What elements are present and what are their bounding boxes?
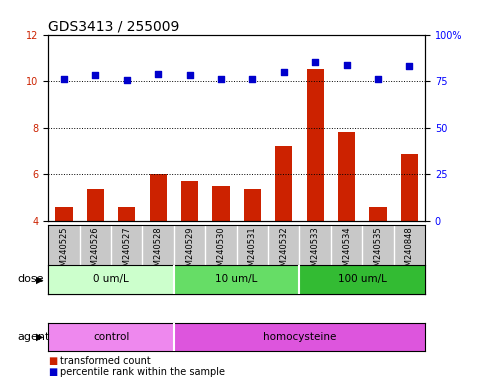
Text: GSM240529: GSM240529 [185, 227, 194, 277]
Text: GSM240526: GSM240526 [91, 227, 100, 277]
Text: GSM240527: GSM240527 [122, 227, 131, 277]
Point [123, 77, 130, 83]
Text: 0 um/L: 0 um/L [93, 274, 129, 285]
Bar [338, 132, 355, 314]
Point [280, 69, 288, 75]
Text: ▶: ▶ [36, 332, 44, 342]
Text: homocysteine: homocysteine [263, 332, 336, 342]
Bar [118, 207, 135, 314]
Bar [87, 189, 104, 314]
Point [312, 60, 319, 66]
Text: transformed count: transformed count [60, 356, 151, 366]
Text: agent: agent [17, 332, 49, 342]
Text: ▶: ▶ [36, 274, 44, 285]
Text: GSM240848: GSM240848 [405, 227, 414, 278]
Point [186, 71, 194, 78]
Bar [299, 265, 425, 294]
Text: 10 um/L: 10 um/L [215, 274, 258, 285]
Bar [181, 181, 198, 314]
Bar [244, 189, 261, 314]
Point [92, 72, 99, 78]
Bar [174, 265, 299, 294]
Text: GSM240528: GSM240528 [154, 227, 163, 277]
Text: GDS3413 / 255009: GDS3413 / 255009 [48, 20, 180, 33]
Bar [48, 265, 174, 294]
Text: dose: dose [17, 274, 43, 285]
Text: GSM240531: GSM240531 [248, 227, 257, 277]
Text: 100 um/L: 100 um/L [338, 274, 387, 285]
Text: GSM240532: GSM240532 [279, 227, 288, 277]
Bar [56, 207, 72, 314]
Point [155, 71, 162, 77]
Point [217, 76, 225, 82]
Text: GSM240525: GSM240525 [59, 227, 69, 277]
Bar [307, 70, 324, 314]
Point [249, 76, 256, 82]
Point [343, 62, 351, 68]
Bar [401, 154, 418, 314]
Bar [150, 174, 167, 314]
Bar [369, 207, 386, 314]
Point [406, 63, 413, 69]
Point [374, 76, 382, 82]
Text: ■: ■ [48, 356, 57, 366]
Text: GSM240530: GSM240530 [216, 227, 226, 277]
Text: percentile rank within the sample: percentile rank within the sample [60, 367, 226, 377]
Text: ■: ■ [48, 367, 57, 377]
Bar [48, 323, 174, 351]
Text: GSM240534: GSM240534 [342, 227, 351, 277]
Bar [275, 146, 292, 314]
Text: GSM240535: GSM240535 [373, 227, 383, 277]
Point [60, 76, 68, 82]
Text: control: control [93, 332, 129, 342]
Bar [213, 186, 229, 314]
Text: GSM240533: GSM240533 [311, 227, 320, 278]
Bar [174, 323, 425, 351]
